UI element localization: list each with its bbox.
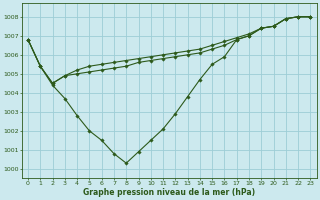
X-axis label: Graphe pression niveau de la mer (hPa): Graphe pression niveau de la mer (hPa) <box>83 188 255 197</box>
